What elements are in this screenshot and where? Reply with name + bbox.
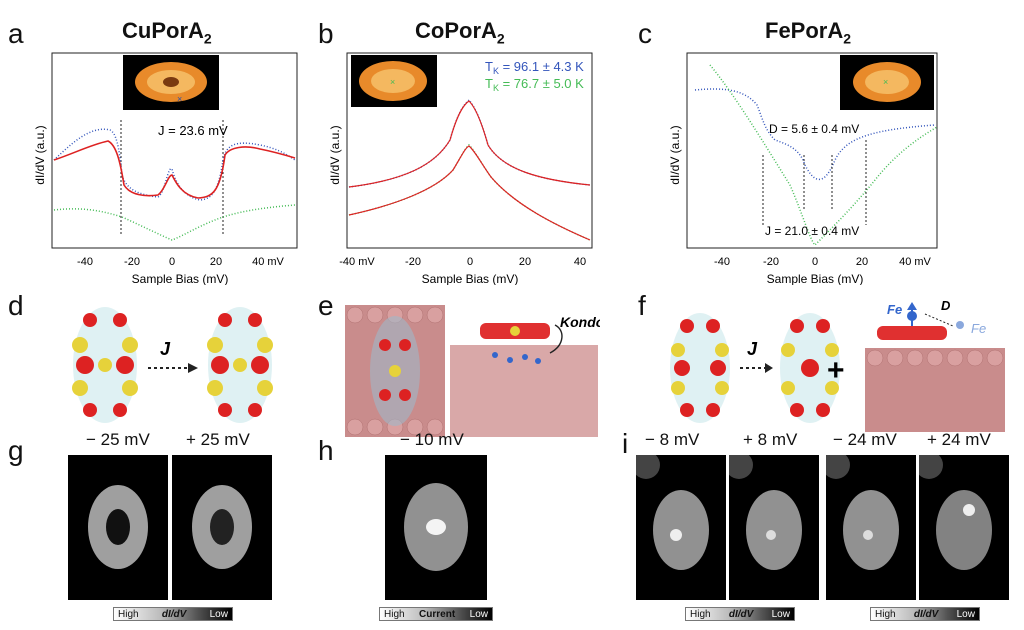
panel-label-d: d (8, 290, 24, 321)
panel-f-diagram: J + Fe D Fe (670, 300, 1005, 432)
xtick-b-2: 0 (467, 256, 473, 268)
ylabel-c: dI/dV (a.u.) (668, 125, 682, 184)
kondo-label: Kondo (560, 314, 600, 330)
xlabel-c: Sample Bias (mV) (767, 272, 864, 285)
molecule-side-f (877, 326, 947, 340)
ylabel-a: dI/dV (a.u.) (33, 125, 47, 184)
bias-label-i1: − 8 mV (645, 430, 700, 449)
stm-image-g1 (68, 455, 168, 600)
arrow-label-j-f: J (747, 339, 758, 359)
panel-label-c: c (638, 18, 652, 49)
tk-blue-label: TK = 96.1 ± 4.3 K (485, 59, 584, 76)
panel-c-plot: × D = 5.6 ± 0.4 mV J = 21.0 ± 0.4 mV -40… (668, 52, 938, 285)
xtick-a-1: -20 (124, 256, 140, 268)
panel-a-title: CuPorA2 (122, 18, 212, 47)
panel-label-h: h (318, 435, 334, 466)
kondo-arrow (549, 324, 563, 354)
xtick-a-0: -40 (77, 256, 93, 268)
xtick-c-2: 0 (812, 256, 818, 268)
panel-e-diagram: Kondo (345, 305, 600, 437)
molecule-left-f (670, 313, 730, 423)
d-label-f: D (941, 300, 951, 313)
series-green-c (709, 64, 938, 247)
stm-image-i1 (636, 455, 726, 600)
xlabel-b: Sample Bias (mV) (422, 272, 519, 285)
annotation-j-c: J = 21.0 ± 0.4 mV (765, 224, 859, 238)
series-green-b (348, 144, 591, 241)
plot-frame (51, 52, 298, 249)
xtick-a-4: 40 mV (252, 256, 284, 268)
series-blue-b (348, 98, 591, 188)
panel-label-a: a (8, 18, 24, 49)
panel-b-title: CoPorA2 (415, 18, 505, 47)
panel-c-title: FePorA2 (765, 18, 852, 47)
bias-label-h1: − 10 mV (400, 430, 464, 449)
ylabel-b: dI/dV (a.u.) (328, 125, 342, 184)
xtick-a-2: 0 (169, 256, 175, 268)
xtick-b-0: -40 mV (339, 256, 375, 268)
molecule-right-f (780, 313, 840, 423)
plot-frame (346, 52, 593, 249)
molecule-right-d (207, 307, 273, 423)
fe-label-1: Fe (887, 302, 902, 317)
plus-sign: + (827, 354, 845, 387)
xtick-c-4: 40 mV (899, 256, 931, 268)
xtick-b-1: -20 (405, 256, 421, 268)
colorbar-i1: High dI/dV Low (685, 607, 795, 621)
inset-marker-blue: × (177, 94, 182, 104)
xtick-b-4: 40 (574, 256, 586, 268)
series-blue-a (53, 128, 296, 201)
bias-label-i4: + 24 mV (927, 430, 991, 449)
colorbar-g: High dI/dV Low (113, 607, 233, 621)
panel-b-plot: × TK = 96.1 ± 4.3 K TK = 76.7 ± 5.0 K -4… (328, 52, 593, 285)
molecule-left-d (72, 307, 138, 423)
xtick-c-1: -20 (763, 256, 779, 268)
stm-image-h (385, 455, 487, 600)
panel-a-plot: × J = 23.6 mV -40 -20 0 20 40 mV Sample … (33, 52, 298, 285)
kondo-electrons (492, 352, 541, 364)
arrow-label-j-d: J (160, 339, 171, 359)
xtick-c-3: 20 (856, 256, 868, 268)
panel-label-f: f (638, 290, 646, 321)
xtick-a-3: 20 (210, 256, 222, 268)
fit-red-b2 (348, 145, 591, 241)
stm-image-i2 (729, 455, 819, 600)
annotation-j-a: J = 23.6 mV (158, 123, 228, 138)
fit-red-b1 (348, 100, 591, 188)
surface-sideview-e (450, 345, 598, 437)
tk-green-label: TK = 76.7 ± 5.0 K (485, 76, 584, 93)
panel-label-g: g (8, 435, 24, 466)
panel-label-e: e (318, 290, 334, 321)
svg-text:×: × (883, 77, 888, 87)
annotation-d-c: D = 5.6 ± 0.4 mV (769, 122, 859, 136)
colorbar-i2: High dI/dV Low (870, 607, 980, 621)
xtick-c-0: -40 (714, 256, 730, 268)
bias-label-g2: + 25 mV (186, 430, 250, 449)
stm-image-i3 (826, 455, 916, 600)
panel-label-i: i (622, 428, 629, 459)
panel-d-diagram: J (72, 307, 273, 423)
series-green-a (53, 204, 296, 241)
bias-label-g1: − 25 mV (86, 430, 150, 449)
stm-image-g2 (172, 455, 272, 600)
stm-image-i4 (919, 455, 1009, 600)
bias-label-i3: − 24 mV (833, 430, 897, 449)
colorbar-h: High Current Low (379, 607, 493, 621)
series-blue-c (694, 88, 936, 181)
bias-label-i2: + 8 mV (743, 430, 798, 449)
fit-red-a (53, 140, 296, 199)
panel-label-b: b (318, 18, 334, 49)
xtick-b-3: 20 (519, 256, 531, 268)
fe-label-2: Fe (971, 321, 986, 336)
xlabel-a: Sample Bias (mV) (132, 272, 229, 285)
plot-frame (686, 52, 938, 249)
inset-marker-green: × (390, 77, 395, 87)
